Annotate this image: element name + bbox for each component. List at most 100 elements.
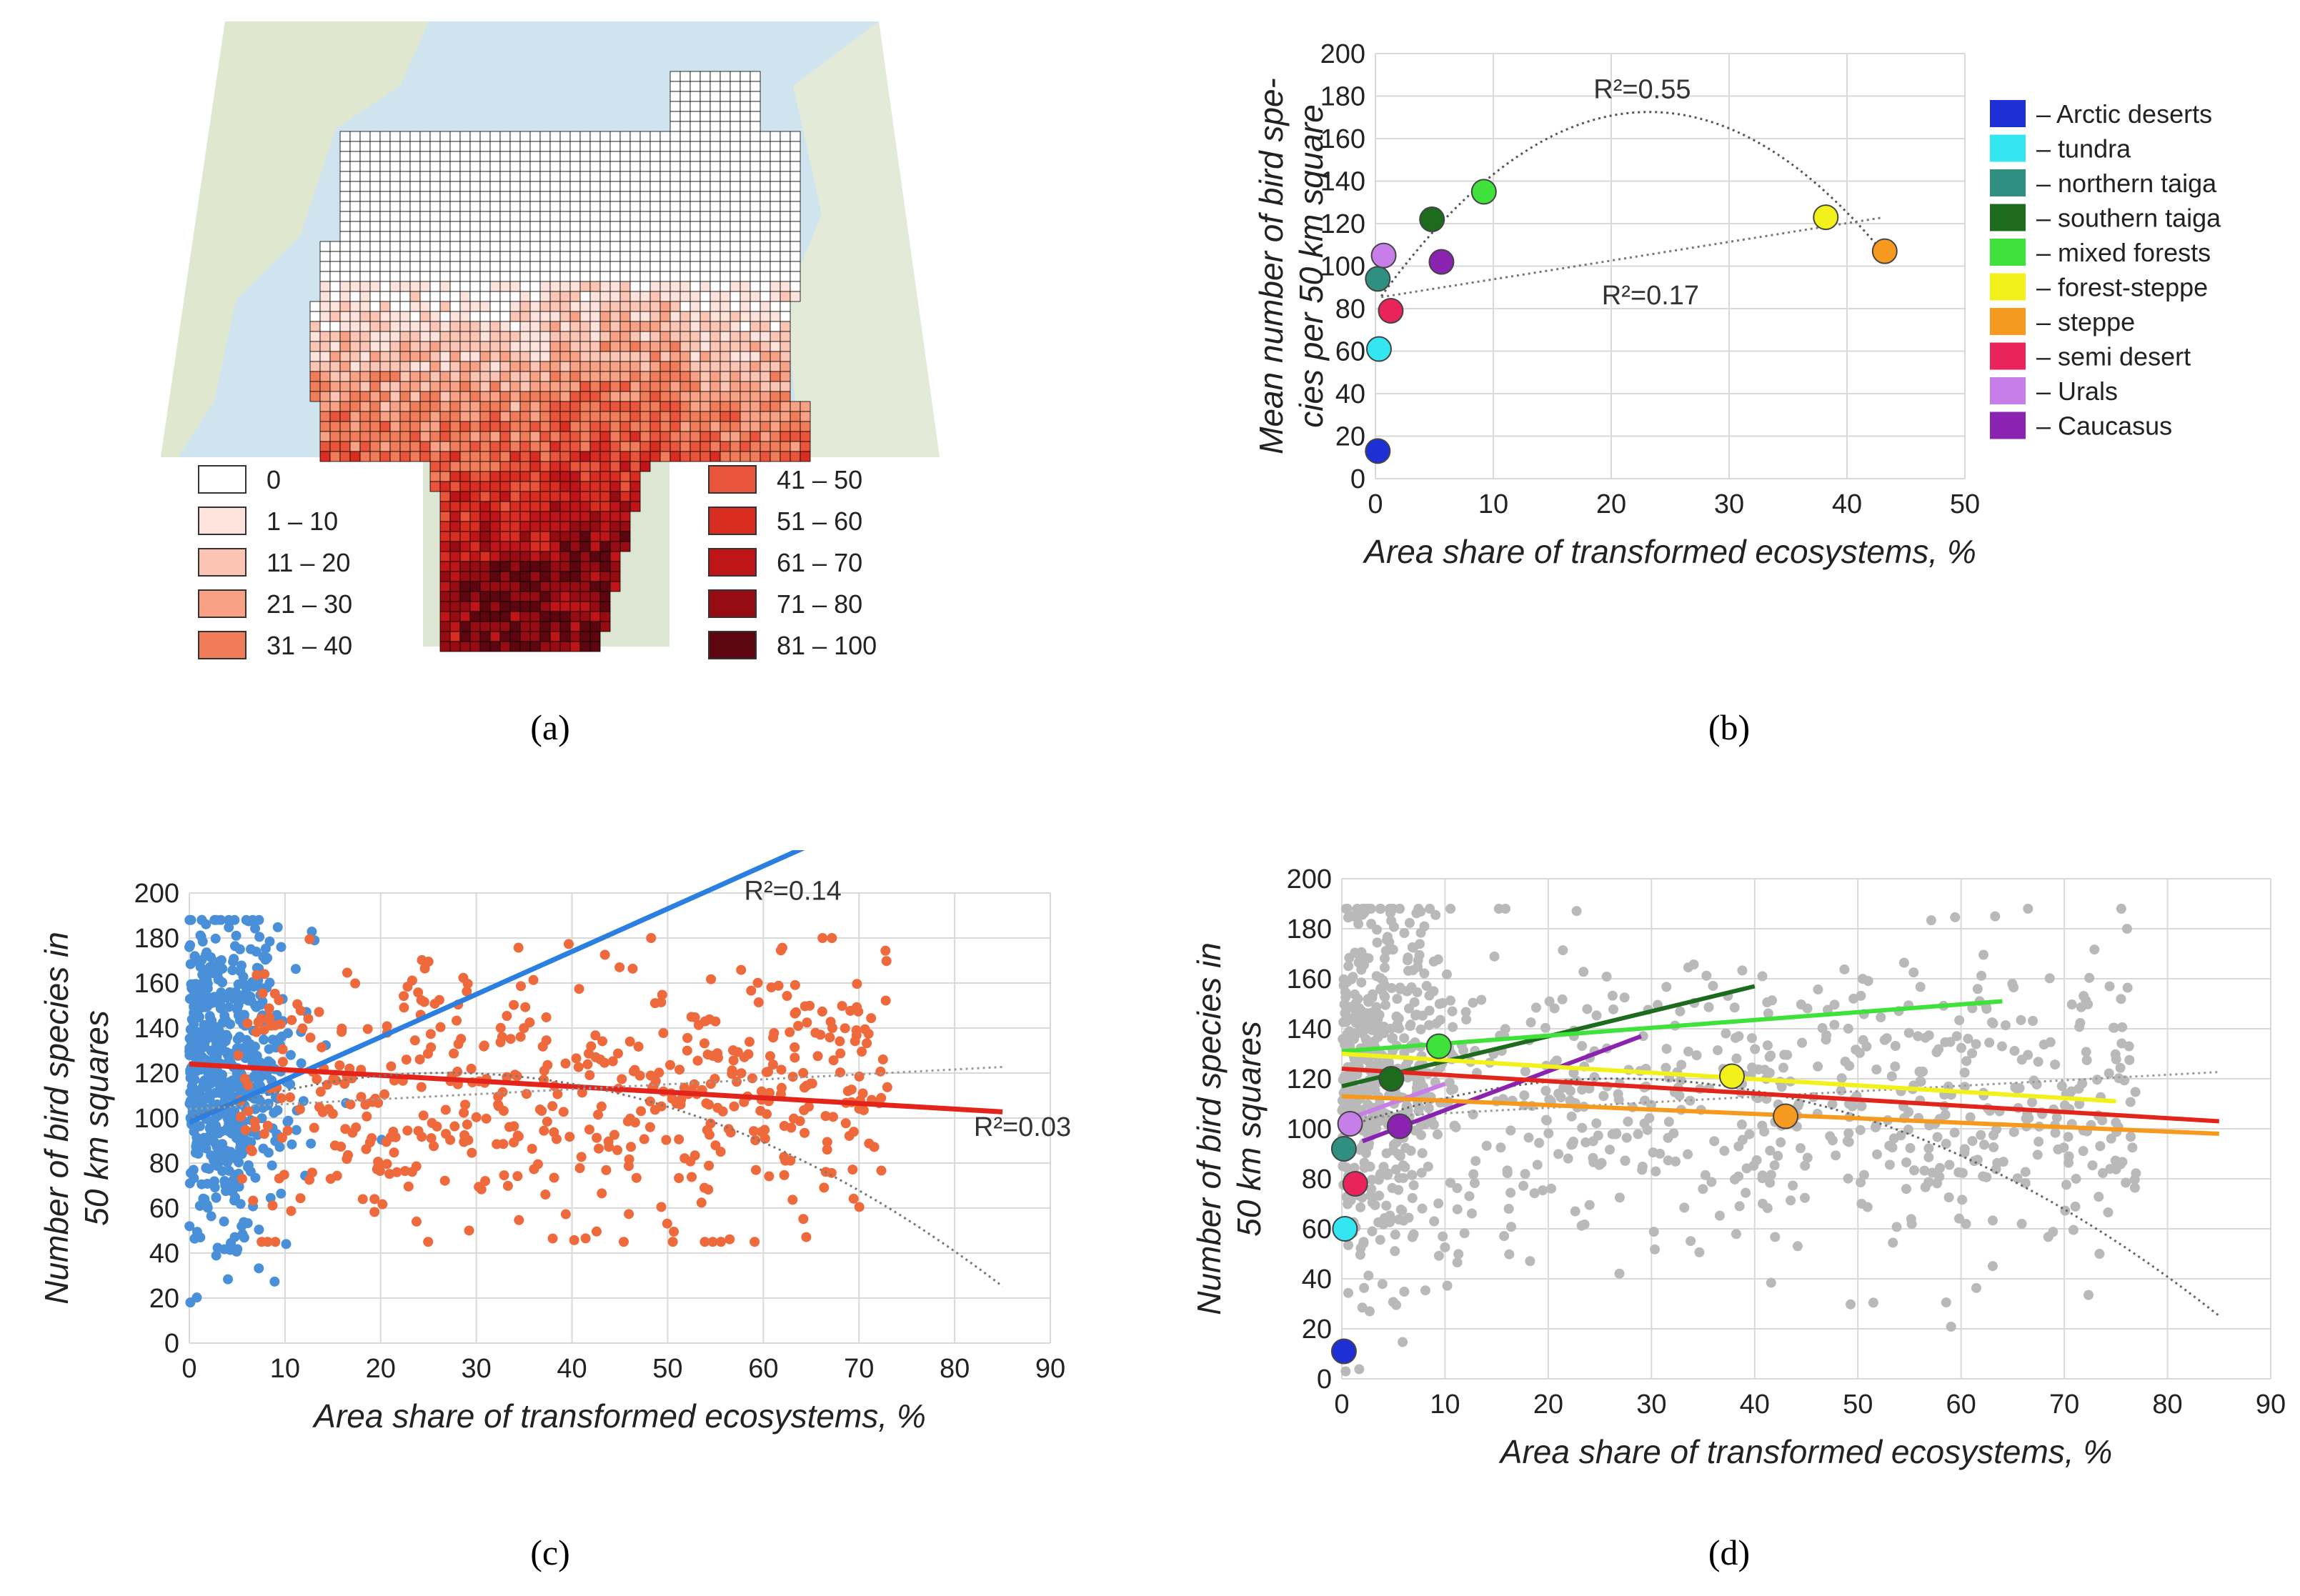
map-grid-cell — [710, 351, 721, 362]
map-grid-cell — [449, 611, 461, 622]
legend-swatch-9 — [1990, 412, 2026, 439]
map-grid-cell — [439, 491, 451, 502]
map-grid-cell — [499, 541, 511, 552]
map-grid-cell — [509, 321, 521, 332]
map-grid-cell — [399, 341, 411, 352]
scatter-point-gray — [1584, 1200, 1595, 1210]
scatter-point-gray — [1782, 1049, 1793, 1060]
map-grid-cell — [619, 441, 631, 452]
map-grid-cell — [589, 421, 601, 432]
map-grid-cell — [539, 551, 551, 562]
map-grid-cell — [579, 611, 591, 622]
map-grid-cells — [309, 71, 811, 652]
scatter-point-gray — [1901, 1184, 1911, 1194]
map-grid-cell — [359, 241, 371, 252]
scatter-point-gray — [1831, 1150, 1841, 1161]
scatter-point-orange — [728, 1055, 739, 1066]
map-grid-cell — [790, 231, 801, 242]
scatter-point-orange — [305, 1032, 316, 1043]
scatter-point-gray — [1459, 1228, 1470, 1239]
map-grid-cell — [339, 271, 351, 282]
scatter-point-gray — [1844, 1060, 1855, 1071]
scatter-point-gray — [1950, 912, 1961, 922]
map-grid-cell — [700, 111, 711, 122]
map-grid-cell — [489, 301, 501, 312]
scatter-point-orange — [282, 1125, 293, 1136]
scatter-point-orange — [267, 1200, 278, 1211]
scatter-point-orange — [270, 1237, 281, 1247]
map-grid-cell — [459, 581, 471, 592]
map-grid-cell — [740, 241, 751, 252]
scatter-point-gray — [1913, 1031, 1923, 1042]
scatter-point-orange — [270, 1020, 281, 1031]
map-grid-cell — [730, 281, 741, 292]
scatter-point-gray — [2130, 1087, 2141, 1097]
zone-point-0 — [1330, 1338, 1357, 1365]
scatter-point-blue — [251, 1002, 262, 1012]
scatter-point-gray — [1637, 1162, 1648, 1172]
scatter-point-gray — [1959, 1147, 1970, 1158]
scatter-point-orange — [603, 1136, 614, 1147]
scatter-point-gray — [1766, 1277, 1776, 1288]
map-grid-cell — [329, 241, 341, 252]
map-grid-cell — [479, 371, 491, 382]
map-grid-cell — [399, 361, 411, 372]
y-axis-title-line: cies per 50 km square — [1293, 104, 1330, 428]
map-grid-cell — [489, 381, 501, 392]
map-grid-cell — [730, 131, 741, 142]
scatter-point-gray — [1762, 1040, 1773, 1051]
scatter-point-gray — [1941, 1297, 1951, 1308]
map-grid-cell — [740, 221, 751, 232]
scatter-point-blue — [262, 1100, 273, 1111]
scatter-point-gray — [2000, 1020, 2011, 1031]
map-grid-cell — [689, 251, 701, 262]
map-grid-cell — [489, 371, 501, 382]
map-grid-cell — [419, 161, 431, 172]
legend-label-2: – northern taiga — [2036, 169, 2217, 198]
y-tick-label: 100 — [134, 1104, 179, 1134]
scatter-point-orange — [674, 1064, 685, 1075]
map-grid-cell — [569, 161, 581, 172]
map-grid-cell — [479, 351, 491, 362]
scatter-point-orange — [463, 1134, 474, 1145]
y-tick-label: 200 — [1320, 39, 1365, 69]
map-grid-cell — [459, 141, 471, 152]
map-grid-cell — [529, 531, 541, 542]
map-grid-cell — [469, 551, 481, 562]
map-grid-cell — [619, 171, 631, 182]
scatter-point-gray — [1428, 986, 1439, 997]
map-grid-cell — [609, 511, 621, 522]
map-grid-cell — [409, 201, 421, 212]
map-grid-cell — [720, 91, 731, 102]
scatter-point-gray — [1409, 997, 1420, 1007]
map-grid-cell — [649, 441, 661, 452]
map-grid-cell — [459, 521, 471, 532]
scatter-point-orange — [462, 978, 473, 989]
scatter-point-gray — [1879, 1034, 1890, 1045]
map-grid-cell — [519, 161, 531, 172]
scatter-point-gray — [1400, 1162, 1410, 1172]
x-tick-label: 0 — [1334, 1390, 1349, 1420]
map-grid-cell — [649, 131, 661, 142]
zone-point-6 — [1871, 238, 1898, 264]
scatter-point-orange — [746, 985, 757, 996]
map-grid-cell — [669, 71, 681, 82]
scatter-point-orange — [573, 1062, 584, 1072]
scatter-point-gray — [1499, 1231, 1510, 1242]
map-grid-cell — [499, 381, 511, 392]
map-grid-cell — [339, 141, 351, 152]
map-grid-cell — [689, 451, 701, 462]
map-grid-cell — [589, 371, 601, 382]
scatter-point-orange — [382, 1159, 392, 1169]
scatter-point-gray — [1691, 1050, 1702, 1061]
scatter-point-orange — [787, 1194, 798, 1205]
legend-swatch-8 — [708, 589, 757, 618]
map-grid-cell — [730, 221, 741, 232]
scatter-point-gray — [1365, 1007, 1376, 1018]
map-grid-cell — [439, 341, 451, 352]
scatter-point-blue — [194, 957, 205, 968]
scatter-point-orange — [549, 1172, 559, 1183]
map-grid-cell — [720, 381, 731, 392]
map-grid-cell — [569, 351, 581, 362]
map-grid-cell — [569, 171, 581, 182]
